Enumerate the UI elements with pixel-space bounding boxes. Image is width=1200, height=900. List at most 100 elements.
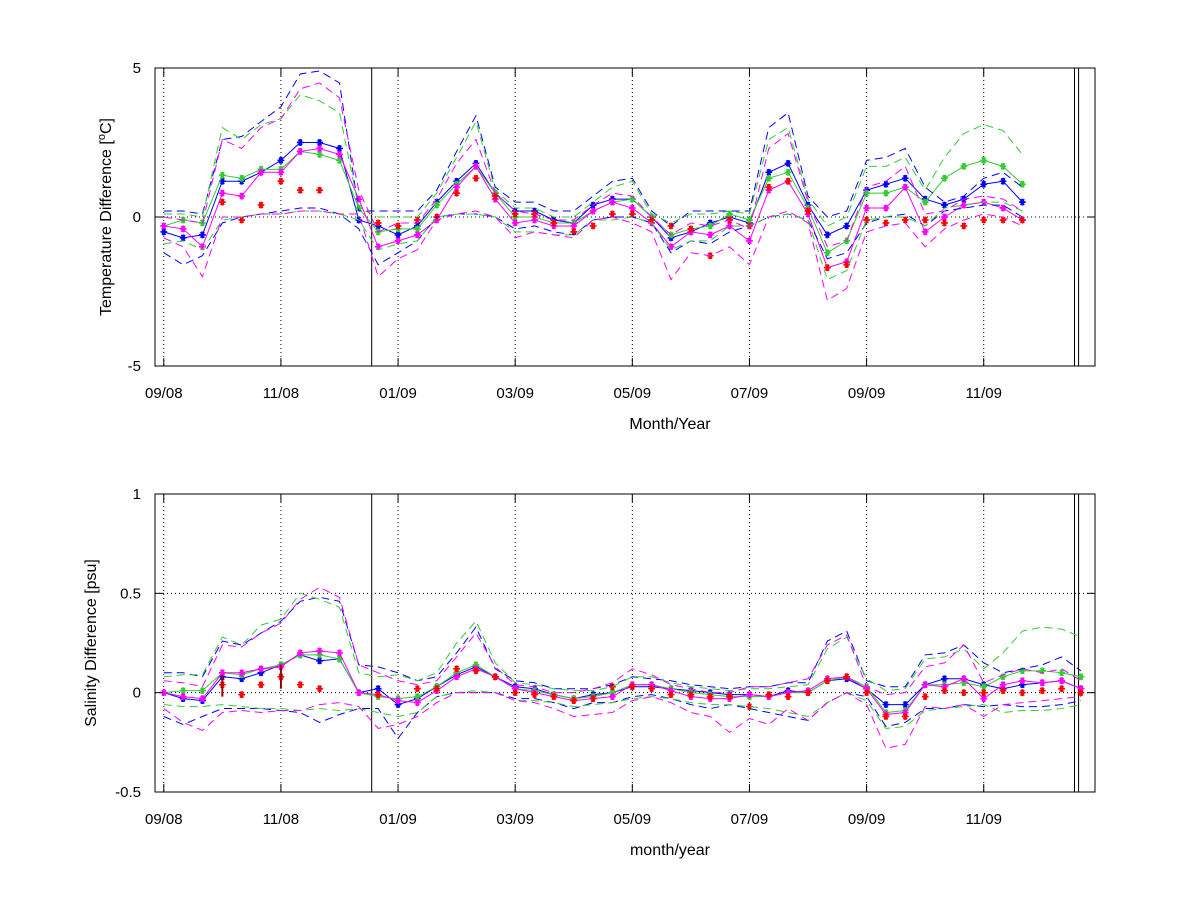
green-data-point	[433, 201, 441, 209]
blue-data-point	[765, 168, 773, 176]
green-data-point	[999, 162, 1007, 170]
magenta-data-point	[238, 669, 246, 677]
blue-data-point	[901, 174, 909, 182]
magenta-data-point	[394, 697, 402, 705]
red-data-point	[296, 186, 304, 194]
red-data-point	[823, 264, 831, 272]
red-data-point	[413, 685, 421, 693]
red-data-point	[901, 216, 909, 224]
green-data-point	[726, 210, 733, 218]
blue-data-point	[199, 231, 206, 239]
red-data-point	[491, 673, 499, 681]
red-data-point	[394, 222, 402, 230]
blue-data-point	[823, 231, 831, 239]
x-tick-label: 03/09	[496, 385, 534, 402]
x-tick-label: 07/09	[731, 385, 769, 402]
magenta-data-point	[531, 216, 538, 224]
green-data-point	[413, 225, 421, 233]
red-data-point	[1058, 685, 1066, 693]
blue-series-line	[163, 654, 1082, 706]
green-data-point	[823, 249, 831, 257]
magenta-data-point	[589, 207, 597, 215]
red-data-point	[980, 216, 988, 224]
green-data-point	[765, 174, 773, 182]
blue-data-point	[843, 222, 851, 230]
magenta-data-point	[160, 222, 168, 230]
x-tick-label: 11/08	[263, 811, 299, 828]
green-data-point	[316, 151, 323, 158]
blue-data-point	[374, 685, 382, 693]
salinity-ticks: 09/08 11/08 01/09 03/09 05/09 07/09 09/09 11/09…	[115, 486, 1095, 828]
red-data-point	[550, 693, 558, 701]
red-data-point	[218, 198, 226, 206]
red-data-point	[433, 685, 441, 693]
x-tick-label: 09/08	[145, 385, 183, 402]
blue-data-point	[277, 156, 285, 164]
red-data-point	[921, 693, 929, 701]
red-data-point	[589, 222, 597, 230]
salinity-series	[160, 586, 1085, 749]
magenta-data-point	[570, 222, 578, 230]
magenta-data-point	[257, 665, 265, 673]
y-tick-label: 0	[133, 209, 141, 226]
red-data-point	[316, 685, 323, 693]
green-data-point	[980, 683, 988, 691]
magenta-data-point	[960, 675, 968, 683]
red-data-point	[667, 691, 675, 699]
salinity-plot-frame	[154, 493, 1096, 793]
red-data-point	[960, 222, 968, 230]
magenta-data-point	[218, 189, 226, 197]
blue-data-point	[179, 234, 187, 242]
magenta-data-point	[413, 231, 421, 239]
magenta-data-point	[296, 148, 304, 155]
y-tick-label: 0	[133, 685, 141, 702]
green-data-point	[1077, 673, 1085, 681]
green-data-point	[960, 162, 968, 170]
blue-dashed-bound	[163, 596, 1082, 690]
red-data-point	[1018, 216, 1026, 224]
magenta-data-point	[316, 647, 323, 655]
temperature-x-axis-label: Month/Year	[629, 416, 711, 433]
red-data-point	[921, 216, 929, 224]
y-tick-label: 1	[133, 486, 141, 503]
magenta-data-point	[746, 237, 753, 245]
magenta-data-point	[355, 195, 363, 203]
blue-data-point	[316, 657, 323, 665]
magenta-data-point	[863, 204, 870, 212]
magenta-data-point	[941, 213, 948, 221]
magenta-data-point	[706, 231, 714, 239]
red-data-point	[453, 665, 461, 673]
blue-data-point	[999, 177, 1007, 185]
magenta-data-point	[316, 145, 323, 152]
magenta-data-point	[628, 204, 636, 212]
green-dashed-bound	[163, 94, 1023, 227]
magenta-data-point	[1018, 677, 1026, 685]
red-data-point	[589, 695, 597, 703]
salinity-y-axis-label: Salinity Difference [psu]	[83, 559, 100, 727]
red-data-point	[941, 687, 948, 695]
red-data-point	[901, 713, 909, 720]
y-tick-label: 5	[133, 60, 141, 77]
magenta-data-point	[179, 225, 187, 233]
x-tick-label: 09/08	[145, 811, 183, 828]
magenta-data-point	[296, 649, 304, 657]
magenta-data-point	[355, 689, 363, 697]
x-tick-label: 11/08	[263, 385, 299, 402]
blue-dashed-bound	[163, 692, 1082, 740]
red-data-point	[648, 216, 656, 224]
salinity-x-axis-label: month/year	[630, 842, 711, 859]
x-tick-label: 09/09	[848, 811, 886, 828]
blue-data-point	[941, 201, 948, 209]
red-data-point	[277, 177, 285, 185]
green-data-point	[1058, 669, 1066, 677]
blue-data-point	[941, 675, 948, 683]
green-data-point	[199, 687, 206, 695]
red-data-point	[453, 189, 461, 197]
green-data-point	[218, 171, 226, 179]
x-tick-label: 09/09	[848, 385, 886, 402]
magenta-data-point	[179, 693, 187, 701]
x-tick-label: 01/09	[379, 385, 417, 402]
green-data-point	[980, 156, 988, 164]
red-data-point	[843, 673, 851, 681]
